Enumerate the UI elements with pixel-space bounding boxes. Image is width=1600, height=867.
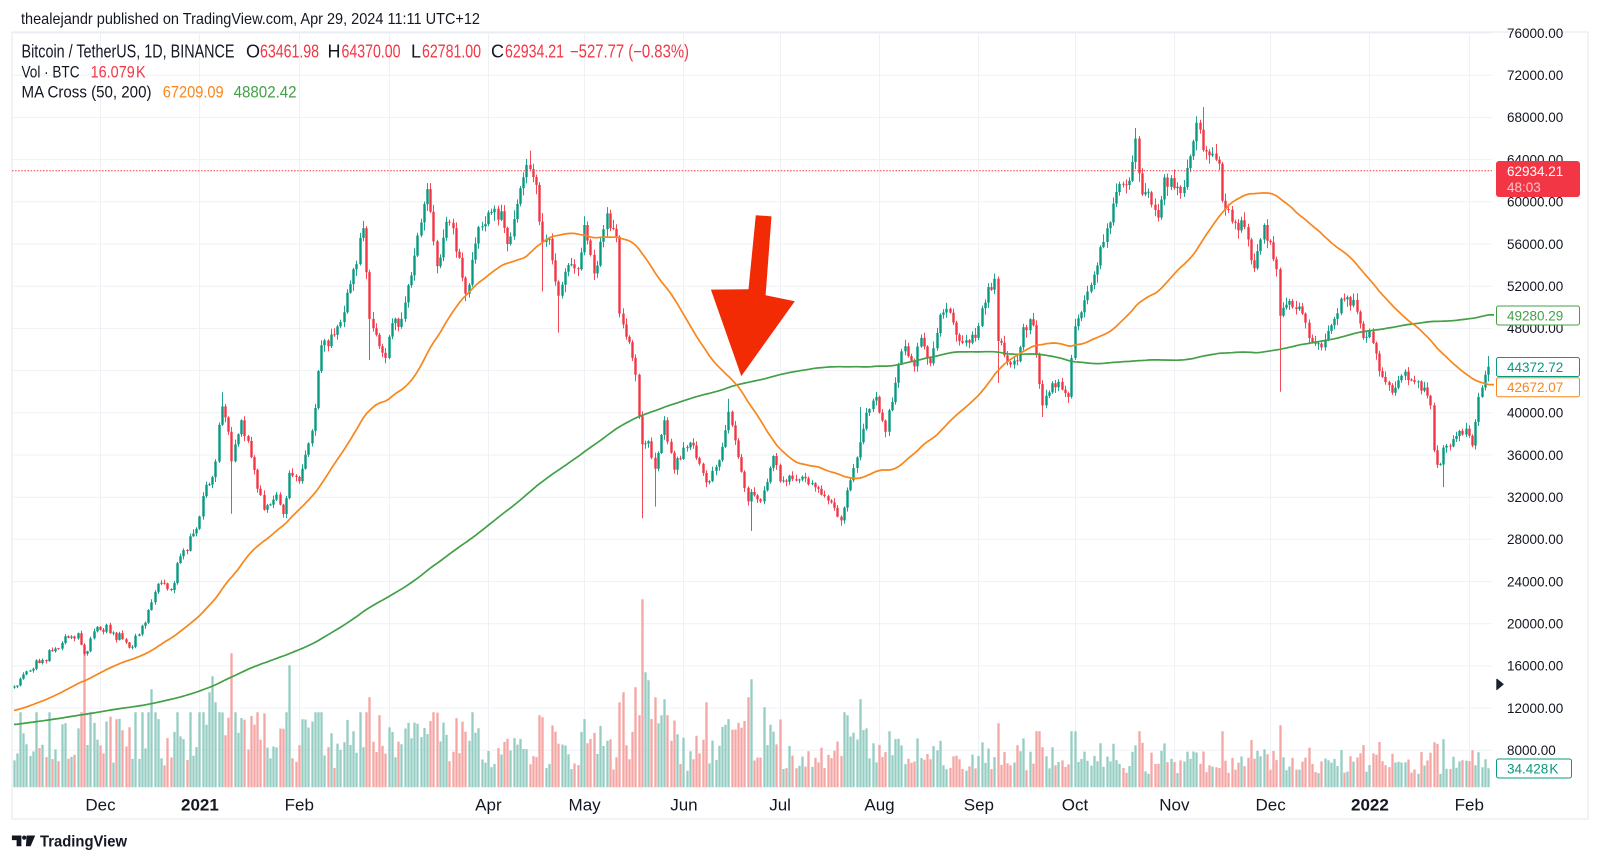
svg-text:68000.00: 68000.00: [1507, 110, 1563, 125]
svg-text:Bitcoin / TetherUS, 1D, BINANC: Bitcoin / TetherUS, 1D, BINANCE: [22, 42, 235, 62]
svg-text:34.428 K: 34.428 K: [1507, 761, 1558, 776]
svg-text:67209.09: 67209.09: [163, 84, 224, 102]
svg-text:62781.00: 62781.00: [422, 42, 481, 62]
svg-text:C: C: [491, 42, 504, 62]
svg-text:Jul: Jul: [769, 796, 791, 815]
svg-text:16000.00: 16000.00: [1507, 659, 1563, 674]
svg-text:2022: 2022: [1351, 796, 1389, 815]
svg-text:48:03: 48:03: [1507, 180, 1541, 195]
svg-text:L: L: [411, 42, 421, 62]
svg-text:−527.77 (−0.83%): −527.77 (−0.83%): [570, 42, 689, 62]
svg-text:Oct: Oct: [1062, 796, 1089, 815]
svg-text:May: May: [569, 796, 602, 815]
svg-text:Jun: Jun: [670, 796, 697, 815]
svg-text:36000.00: 36000.00: [1507, 448, 1563, 463]
svg-text:8000.00: 8000.00: [1507, 743, 1556, 758]
svg-text:64370.00: 64370.00: [342, 42, 401, 62]
svg-text:thealejandr published on Tradi: thealejandr published on TradingView.com…: [21, 11, 480, 28]
svg-text:Nov: Nov: [1159, 796, 1190, 815]
svg-text:Feb: Feb: [285, 796, 314, 815]
svg-text:20000.00: 20000.00: [1507, 617, 1563, 632]
svg-text:32000.00: 32000.00: [1507, 490, 1563, 505]
svg-text:TradingView: TradingView: [40, 833, 128, 850]
svg-text:49280.29: 49280.29: [1507, 308, 1563, 323]
svg-text:Vol · BTC: Vol · BTC: [22, 64, 80, 82]
svg-text:52000.00: 52000.00: [1507, 279, 1563, 294]
svg-text:76000.00: 76000.00: [1507, 26, 1563, 41]
svg-text:63461.98: 63461.98: [260, 42, 319, 62]
svg-text:MA Cross (50, 200): MA Cross (50, 200): [22, 84, 152, 102]
svg-text:Dec: Dec: [85, 796, 116, 815]
svg-text:Sep: Sep: [964, 796, 994, 815]
svg-text:28000.00: 28000.00: [1507, 532, 1563, 547]
svg-text:62934.21: 62934.21: [505, 42, 564, 62]
svg-text:O: O: [246, 42, 260, 62]
svg-text:60000.00: 60000.00: [1507, 195, 1563, 210]
svg-text:Feb: Feb: [1455, 796, 1484, 815]
svg-text:Dec: Dec: [1255, 796, 1286, 815]
svg-text:16.079 K: 16.079 K: [91, 64, 146, 82]
svg-text:Apr: Apr: [475, 796, 502, 815]
svg-text:56000.00: 56000.00: [1507, 237, 1563, 252]
svg-text:62934.21: 62934.21: [1507, 164, 1563, 179]
svg-text:12000.00: 12000.00: [1507, 701, 1563, 716]
svg-text:48802.42: 48802.42: [234, 84, 297, 102]
svg-text:24000.00: 24000.00: [1507, 574, 1563, 589]
svg-text:42672.07: 42672.07: [1507, 380, 1563, 395]
svg-text:44372.72: 44372.72: [1507, 360, 1563, 375]
svg-text:72000.00: 72000.00: [1507, 68, 1563, 83]
svg-text:2021: 2021: [181, 796, 219, 815]
svg-text:Aug: Aug: [864, 796, 894, 815]
svg-text:40000.00: 40000.00: [1507, 406, 1563, 421]
svg-text:H: H: [328, 42, 341, 62]
